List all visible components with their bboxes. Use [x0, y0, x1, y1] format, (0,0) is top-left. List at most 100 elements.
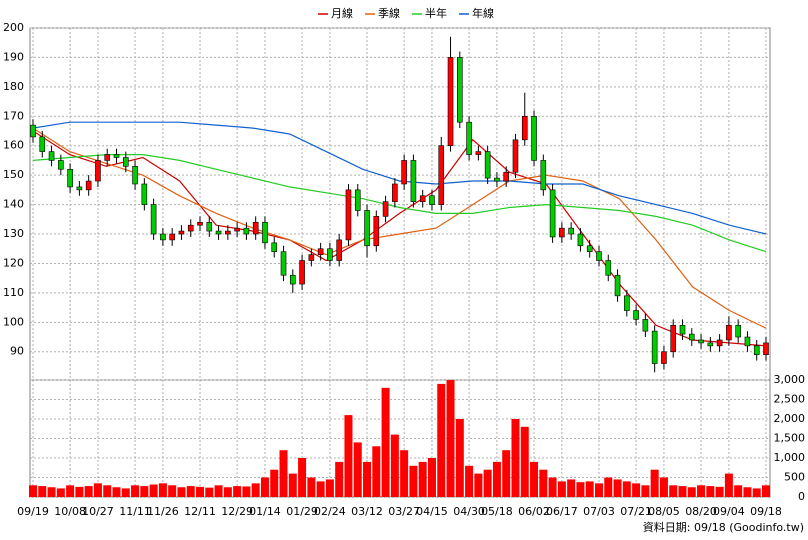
- y-tick-label: 130: [3, 227, 24, 240]
- ma-line: [32, 130, 767, 347]
- volume-bar: [158, 483, 167, 497]
- volume-bar: [715, 486, 724, 497]
- candle-body: [735, 324, 741, 338]
- candle-body: [178, 230, 185, 235]
- volume-bar: [687, 487, 696, 497]
- volume-bar: [47, 487, 56, 497]
- volume-bar: [177, 487, 186, 497]
- candle-body: [206, 221, 213, 232]
- x-tick-label: 04/30: [453, 505, 485, 518]
- candle-body: [104, 154, 111, 161]
- volume-bar: [548, 477, 557, 497]
- volume-bar: [372, 446, 381, 497]
- legend-label: 月線: [331, 6, 353, 20]
- volume-bar: [455, 419, 464, 497]
- candle-body: [410, 160, 417, 202]
- candle-body: [614, 274, 621, 297]
- volume-bar: [131, 485, 140, 497]
- volume-bar: [427, 458, 436, 497]
- y2-tick-label: 1,000: [774, 451, 806, 464]
- volume-bar: [112, 487, 121, 497]
- candle-body: [419, 195, 426, 202]
- candle-body: [716, 339, 723, 347]
- volume-bar: [557, 481, 566, 497]
- volume-bar: [325, 479, 334, 497]
- ma-line: [32, 121, 767, 235]
- volume-bar: [483, 469, 492, 497]
- candle-body: [763, 342, 769, 355]
- ma-line: [32, 127, 767, 329]
- x-tick-label: 12/11: [184, 505, 216, 518]
- y2-tick-label: 2,500: [774, 393, 806, 406]
- y-tick-label: 150: [3, 168, 24, 181]
- candle-body: [327, 248, 333, 261]
- volume-bar: [363, 461, 372, 497]
- volume-bar: [298, 458, 307, 497]
- legend-label: 半年: [425, 6, 447, 20]
- candle-body: [317, 248, 324, 255]
- x-tick-label: 08/05: [648, 505, 680, 518]
- volume-bar: [594, 483, 603, 497]
- volume-bar: [650, 469, 659, 497]
- y-tick-label: 180: [3, 80, 24, 93]
- x-tick-label: 01/14: [249, 505, 281, 518]
- x-tick-label: 10/08: [54, 505, 86, 518]
- y-tick-label: 140: [3, 198, 24, 211]
- volume-bar: [56, 488, 65, 497]
- volume-bar: [632, 483, 641, 497]
- volume-bar: [576, 482, 585, 497]
- volume-bar: [316, 481, 325, 497]
- volume-bar: [465, 465, 474, 497]
- volume-bar: [706, 486, 715, 497]
- volume-bar: [242, 486, 251, 497]
- volume-bar: [353, 442, 362, 497]
- candle-body: [568, 227, 574, 235]
- candle-body: [132, 166, 138, 185]
- volume-bar: [622, 481, 631, 497]
- candle-body: [475, 151, 482, 155]
- x-tick-label: 11/11: [119, 505, 151, 518]
- candle-body: [271, 242, 278, 252]
- candle-body: [299, 260, 305, 285]
- x-tick-label: 06/02: [518, 505, 550, 518]
- y-tick-label: 200: [3, 21, 24, 34]
- volume-bar: [520, 426, 529, 497]
- candle-body: [215, 230, 222, 235]
- volume-bar: [149, 484, 158, 497]
- candle-body: [243, 227, 250, 235]
- volume-bar: [223, 487, 232, 497]
- volume-bar: [251, 483, 260, 497]
- y-tick-label: 90: [10, 345, 24, 358]
- candle-body: [484, 151, 491, 179]
- candle-body: [457, 57, 463, 123]
- candle-body: [744, 336, 751, 347]
- candle-body: [651, 330, 658, 364]
- volume-bar: [214, 485, 223, 497]
- candle-body: [577, 233, 584, 247]
- volume-bar: [260, 477, 269, 497]
- candle-body: [670, 324, 677, 353]
- candle-body: [494, 177, 500, 182]
- candle-body: [429, 195, 435, 205]
- volume-bar: [659, 477, 668, 497]
- candle-body: [753, 345, 760, 355]
- x-tick-label: 04/15: [416, 505, 448, 518]
- volume-bar: [678, 486, 687, 497]
- candle-body: [58, 160, 64, 170]
- candle-body: [559, 227, 565, 238]
- volume-bar: [66, 485, 75, 497]
- candle-body: [150, 204, 157, 235]
- volume-bar: [724, 473, 733, 497]
- candle-body: [392, 183, 398, 202]
- volume-bar: [511, 419, 520, 497]
- volume-bar: [585, 481, 594, 497]
- x-tick-label: 02/24: [314, 505, 346, 518]
- legend-label: 季線: [378, 6, 400, 20]
- volume-bar: [270, 469, 279, 497]
- candle-body: [624, 295, 630, 311]
- x-tick-label: 07/03: [583, 505, 615, 518]
- volume-bar: [752, 488, 761, 497]
- candle-body: [85, 180, 92, 191]
- volume-bar: [567, 479, 576, 497]
- data-note: 資料日期: 09/18 (Goodinfo.tw): [643, 520, 804, 534]
